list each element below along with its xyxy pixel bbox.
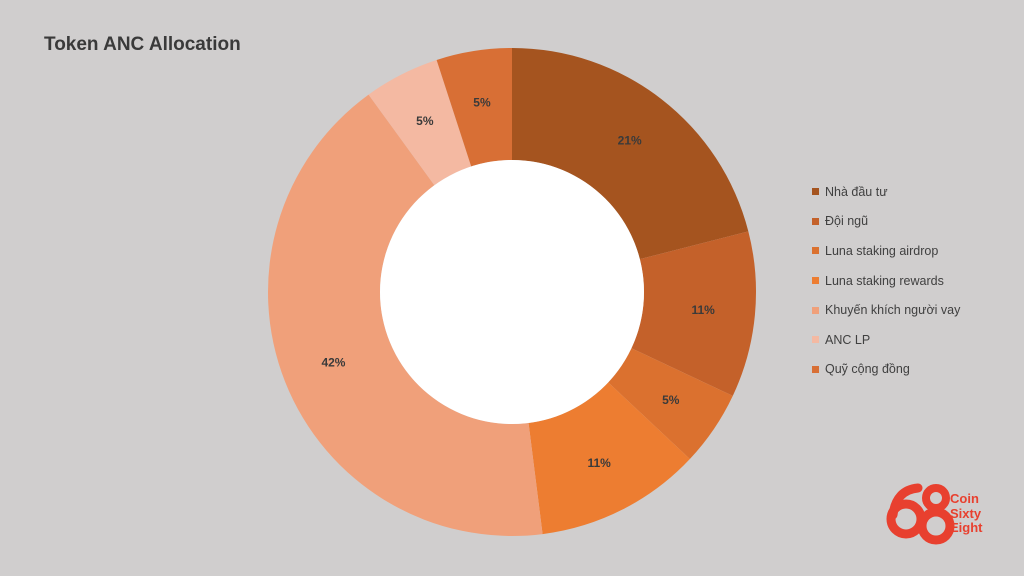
legend-label-5: ANC LP [825, 332, 871, 347]
slice-4 [267, 94, 543, 536]
legend-item-5: ANC LP [812, 325, 960, 355]
donut-hole [380, 160, 644, 424]
legend-item-4: Khuyến khích người vay [812, 295, 960, 325]
legend-label-1: Đội ngũ [825, 214, 869, 229]
slice-label-3: 11% [587, 456, 611, 470]
legend-swatch-6 [812, 365, 819, 373]
legend-swatch-1 [812, 217, 819, 225]
logo-line-sixty: Sixty [950, 505, 982, 521]
legend-swatch-5 [812, 336, 819, 344]
slice-label-2: 5% [662, 393, 680, 407]
legend-label-6: Quỹ cộng đồng [825, 362, 910, 377]
legend-swatch-4 [812, 306, 819, 314]
chart-legend: Nhà đầu tư Đội ngũ Luna staking airdrop Lun… [812, 177, 960, 384]
coin-sixty-eight-logo-icon [886, 483, 955, 545]
legend-label-0: Nhà đầu tư [825, 184, 888, 199]
legend-item-6: Quỹ cộng đồng [812, 355, 960, 385]
legend-swatch-3 [812, 277, 819, 285]
logo-wordmark: Coin Sixty Eight [950, 491, 983, 536]
slice-2 [608, 348, 733, 460]
slice-0 [512, 48, 749, 260]
slice-6 [436, 48, 512, 167]
legend-swatch-0 [812, 188, 819, 196]
legend-item-1: Đội ngũ [812, 207, 960, 237]
legend-label-3: Luna staking rewards [825, 273, 944, 288]
logo-line-eight: Eight [950, 520, 983, 535]
slice-label-0: 21% [618, 133, 642, 147]
legend-swatch-2 [812, 247, 819, 255]
slice-5 [368, 59, 472, 186]
slice-1 [631, 231, 756, 396]
chart-title: Token ANC Allocation [44, 34, 241, 55]
legend-item-2: Luna staking airdrop [812, 236, 960, 266]
slice-label-5: 5% [416, 114, 434, 128]
slice-label-6: 5% [473, 95, 491, 109]
slice-label-1: 11% [691, 303, 715, 317]
logo-line-coin: Coin [950, 491, 979, 506]
slice-3 [528, 382, 690, 535]
legend-item-0: Nhà đầu tư [812, 177, 960, 207]
legend-label-4: Khuyến khích người vay [825, 303, 961, 318]
legend-label-2: Luna staking airdrop [825, 243, 939, 258]
legend-item-3: Luna staking rewards [812, 266, 960, 296]
slice-label-4: 42% [321, 356, 345, 370]
